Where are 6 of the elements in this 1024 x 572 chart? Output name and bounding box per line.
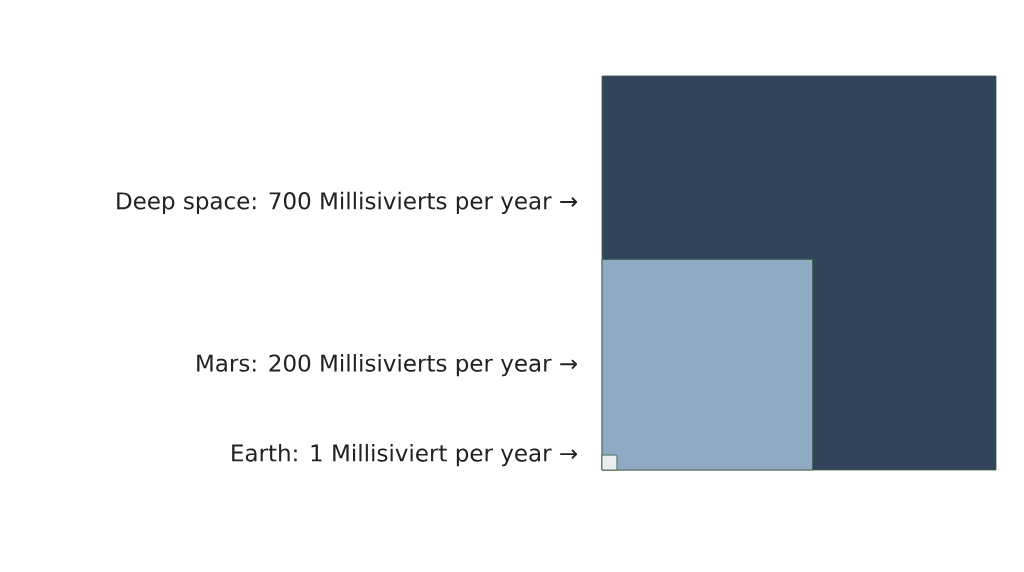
data-label: : 1 Millisiviert per year → — [294, 443, 578, 467]
category-label: Deep space — [117, 192, 250, 214]
category-label: Mars — [197, 354, 250, 372]
data-label: : 200 Millisivierts per year → — [253, 354, 578, 377]
category-label: Earth — [232, 443, 290, 462]
data-label: : 700 Millisivierts per year → — [253, 191, 578, 214]
